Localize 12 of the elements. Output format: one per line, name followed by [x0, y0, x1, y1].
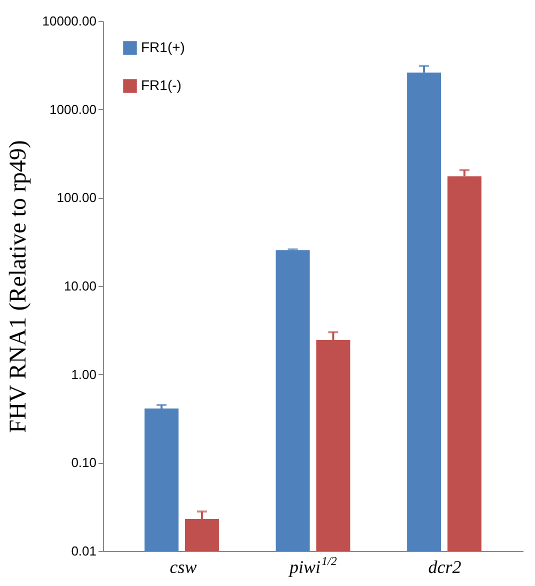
y-tick-label: 1.00: [71, 366, 96, 382]
y-tick-label: 0.10: [71, 455, 96, 470]
y-tick-label: 10.00: [64, 278, 96, 294]
y-tick-label: 100.00: [56, 190, 96, 206]
y-axis-title: FHV RNA1 (Relative to rp49): [5, 140, 32, 433]
x-tick-label: dcr2: [428, 557, 462, 577]
y-tick-label: 10000.00: [42, 14, 96, 28]
x-tick-label: csw: [170, 557, 197, 577]
legend-label: FR1(+): [141, 39, 185, 55]
y-tick-label: 0.01: [71, 544, 96, 558]
legend-label: FR1(-): [141, 77, 182, 93]
y-tick-label: 1000.00: [50, 102, 96, 117]
